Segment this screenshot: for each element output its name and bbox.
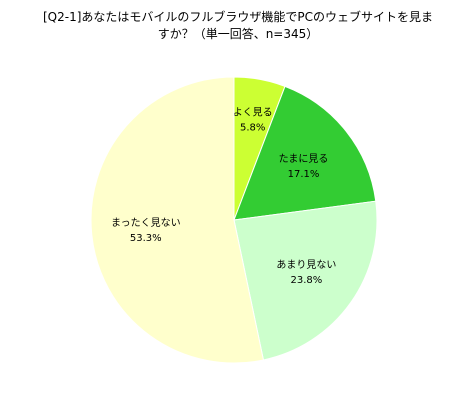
slice-value-0: 5.8%: [240, 123, 265, 134]
slice-label-3: まったく見ない: [111, 217, 181, 229]
chart-title-line-1: [Q2-1]あなたはモバイルのフルブラウザ機能でPCのウェブサイトを見ま: [42, 10, 434, 24]
pie-slice-3: [90, 76, 265, 364]
slice-value-3: 53.3%: [130, 233, 162, 244]
slice-label-1: たまに見る: [279, 153, 329, 165]
pie-slice-1: [233, 85, 377, 221]
chart-title-line-2: すか？（単一回答、n=345）: [157, 27, 319, 41]
slice-value-2: 23.8%: [291, 275, 323, 286]
slice-label-0: よく見る: [233, 107, 273, 119]
slice-label-2: あまり見ない: [276, 259, 336, 271]
pie-slice-2: [233, 200, 378, 361]
slice-value-1: 17.1%: [288, 169, 320, 180]
